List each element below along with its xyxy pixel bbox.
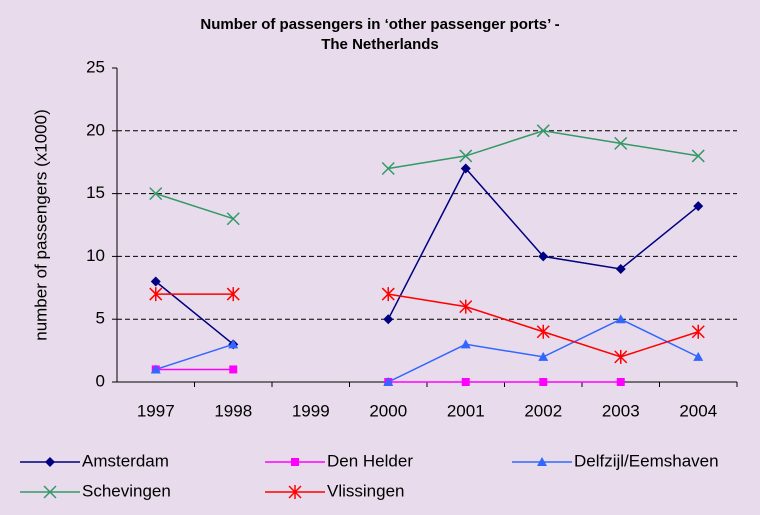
data-point <box>615 263 626 274</box>
y-tick-label: 0 <box>96 371 105 390</box>
data-point <box>383 314 394 325</box>
legend-label: Delfzijl/Eemshaven <box>574 451 719 470</box>
data-point <box>538 351 549 361</box>
data-point <box>538 251 549 262</box>
x-tick-label: 1999 <box>292 401 330 420</box>
data-point <box>693 201 704 212</box>
data-point <box>460 163 471 174</box>
data-point <box>150 364 161 374</box>
chart-title: Number of passengers in ‘other passenger… <box>200 16 559 33</box>
data-point <box>536 324 550 339</box>
chart-title: The Netherlands <box>321 36 439 53</box>
data-point <box>228 339 239 349</box>
data-point <box>693 351 704 361</box>
data-point <box>614 136 628 150</box>
data-point <box>459 299 473 314</box>
x-tick-label: 1997 <box>137 401 175 420</box>
x-tick-label: 2002 <box>524 401 562 420</box>
legend-marker <box>45 457 55 467</box>
y-tick-label: 15 <box>86 183 105 202</box>
data-point <box>149 187 163 201</box>
y-tick-label: 25 <box>86 57 105 76</box>
data-point <box>460 339 471 349</box>
legend-label: Den Helder <box>327 451 413 470</box>
data-point <box>150 276 161 287</box>
data-point <box>461 378 470 386</box>
data-point <box>381 287 395 302</box>
x-tick-label: 1998 <box>214 401 252 420</box>
data-point <box>536 124 550 138</box>
data-point <box>539 378 548 386</box>
y-tick-label: 10 <box>86 246 105 265</box>
y-tick-label: 5 <box>96 309 105 328</box>
x-tick-label: 2004 <box>679 401 717 420</box>
legend-marker <box>291 458 299 466</box>
x-tick-label: 2001 <box>447 401 485 420</box>
data-point <box>691 324 705 339</box>
series-line <box>155 130 699 220</box>
data-point <box>226 212 240 226</box>
x-tick-label: 2003 <box>602 401 640 420</box>
legend-marker <box>288 485 302 499</box>
x-tick-label: 2000 <box>369 401 407 420</box>
data-point <box>149 287 163 302</box>
data-point <box>381 161 395 176</box>
legend-marker <box>537 457 547 466</box>
data-point <box>229 365 238 374</box>
data-point <box>691 149 705 163</box>
series-line <box>155 368 621 383</box>
legend-label: Vlissingen <box>327 481 405 500</box>
data-point <box>383 377 394 386</box>
legend-label: Amsterdam <box>82 451 169 470</box>
legend-label: Schevingen <box>82 481 171 500</box>
legend-marker <box>43 485 57 499</box>
data-point <box>616 378 625 386</box>
data-point <box>615 314 626 324</box>
data-point <box>459 149 473 163</box>
data-point <box>226 287 240 302</box>
y-tick-label: 20 <box>86 120 105 139</box>
data-point <box>614 349 628 364</box>
y-axis-label: number of passengers (x1000) <box>31 109 50 341</box>
